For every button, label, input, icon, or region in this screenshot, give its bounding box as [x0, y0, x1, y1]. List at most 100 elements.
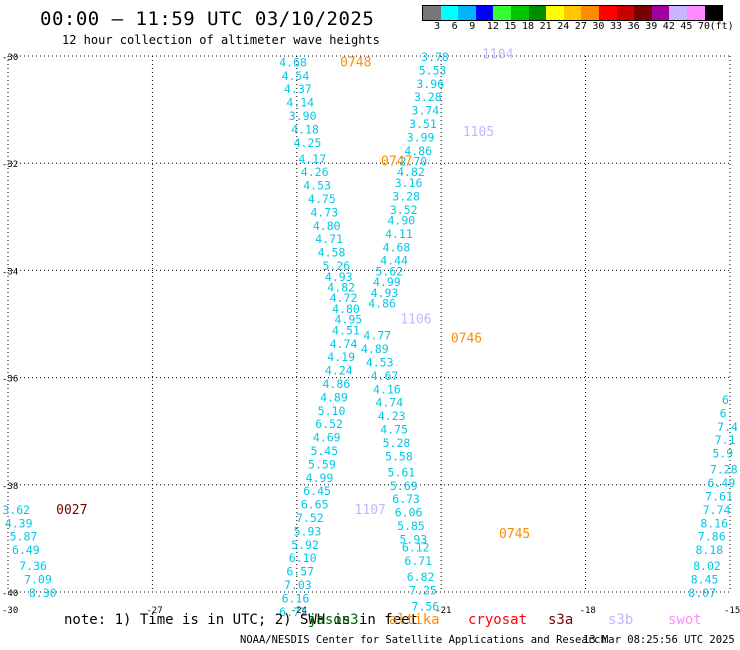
wave-height-value: 6.12 [402, 540, 430, 554]
satellite-legend-cryosat: cryosat [468, 612, 528, 628]
lat-tick-label: -38 [2, 482, 18, 492]
wave-height-value: 5.59 [308, 457, 336, 471]
satellite-legend-jason3: jason3 [308, 612, 359, 628]
wave-height-value: 3.16 [395, 176, 423, 190]
lat-tick-label: -36 [2, 375, 18, 385]
wave-height-value: 3.28 [392, 189, 420, 203]
wave-height-value: 8.45 [691, 573, 719, 587]
color-swatch [528, 6, 547, 20]
wave-height-value: 6.06 [395, 506, 423, 520]
lat-tick-label: -34 [2, 267, 18, 277]
color-legend [422, 5, 724, 21]
wave-height-value: 4.93 [325, 270, 353, 284]
wave-height-value: 4.86 [322, 377, 350, 391]
color-swatch [704, 6, 723, 20]
wave-height-value: 7.36 [19, 559, 47, 573]
wave-height-value: 2.70 [400, 155, 428, 169]
wave-height-value: 3.90 [289, 109, 317, 123]
wave-height-value: 6.72 [279, 605, 307, 619]
wave-height-value: 6.82 [407, 570, 435, 584]
pass-time-label: 0746 [451, 331, 482, 346]
wave-height-value: 4.51 [332, 323, 360, 337]
wave-height-value: 4.58 [318, 246, 346, 260]
wave-height-value: 4.11 [385, 227, 413, 241]
wave-height-value: 4.54 [282, 69, 310, 83]
wave-height-value: 5.28 [383, 436, 411, 450]
pass-time-label: 0745 [499, 527, 530, 542]
satellite-legend-altika: altika [389, 612, 440, 628]
wave-height-value: 4.82 [327, 280, 355, 294]
wave-height-value: 5.93 [294, 524, 322, 538]
wave-height-value: 4.18 [291, 122, 319, 136]
wave-height-value: 5.45 [310, 444, 338, 458]
wave-height-value: 4.16 [373, 382, 401, 396]
color-swatch [616, 6, 635, 20]
wave-height-value: 6.57 [286, 565, 314, 579]
wave-height-value: 3.74 [412, 104, 440, 118]
wave-height-value: 4.73 [310, 205, 338, 219]
color-swatch [563, 6, 582, 20]
wave-height-value: 5.53 [419, 63, 447, 77]
color-legend-label: 18 [522, 21, 535, 32]
color-swatch [546, 6, 564, 20]
wave-height-value: 4.26 [301, 165, 329, 179]
wave-height-value: 4.53 [366, 356, 394, 370]
pass-time-label: 1106 [400, 313, 431, 328]
color-legend-label: 36 [627, 21, 640, 32]
lon-tick-label: -24 [291, 606, 307, 616]
wave-height-value: 7.09 [24, 573, 52, 587]
wave-height-value: 7.86 [698, 530, 726, 544]
wave-height-value: 7.28 [710, 463, 738, 477]
wave-height-value: 7.61 [705, 490, 733, 504]
lat-tick-label: -40 [2, 589, 18, 599]
wave-height-value: 4.17 [298, 152, 326, 166]
color-legend-label: 45 [680, 21, 693, 32]
lat-tick-label: -32 [2, 160, 18, 170]
lon-tick-label: -27 [146, 606, 162, 616]
color-swatch [458, 6, 476, 20]
wave-height-value: 6.49 [12, 543, 40, 557]
color-swatch [510, 6, 529, 20]
satellite-legend-s3a: s3a [548, 612, 574, 628]
pass-time-label: 1105 [463, 125, 494, 140]
wave-height-value: 6 [722, 393, 729, 407]
color-legend-unit: (ft) [709, 21, 734, 32]
wave-height-value: 3.96 [416, 77, 444, 91]
wave-height-value: 3.78 [421, 50, 449, 64]
wave-height-value: 5.61 [387, 465, 415, 479]
wave-height-value: 4.95 [335, 313, 363, 327]
wave-height-value: 4.80 [332, 302, 360, 316]
wave-height-value: 5.85 [397, 519, 425, 533]
color-legend-label: 3 [434, 21, 441, 32]
wave-height-value: 8.07 [688, 586, 716, 600]
color-legend-label: 39 [645, 21, 658, 32]
wave-height-value: 6.49 [708, 476, 736, 490]
pass-time-label: 0747 [381, 155, 412, 170]
wave-height-value: 5.58 [385, 449, 413, 463]
color-legend-label: 27 [574, 21, 587, 32]
wave-height-value: 3.28 [414, 90, 442, 104]
color-swatch [581, 6, 599, 20]
wave-height-value: 4.86 [404, 144, 432, 158]
color-swatch [475, 6, 494, 20]
wave-height-value: 3.52 [390, 203, 418, 217]
wave-height-value: 8.18 [696, 543, 724, 557]
wave-height-value: 5.26 [322, 259, 350, 273]
wave-height-value: 5.87 [10, 530, 38, 544]
color-legend-label: 30 [592, 21, 605, 32]
wave-height-value: 3.99 [407, 130, 435, 144]
wave-height-value: 4.90 [387, 213, 415, 227]
wave-height-value: 6.73 [392, 492, 420, 506]
wave-height-value: 4.37 [284, 82, 312, 96]
satellite-legend-s3b: s3b [608, 612, 634, 628]
color-swatch [493, 6, 511, 20]
lat-tick-label: -30 [2, 53, 18, 63]
pass-time-label: 1104 [482, 47, 513, 62]
wave-height-value: 4.67 [371, 369, 399, 383]
color-legend-label: 21 [539, 21, 552, 32]
color-legend-label: 33 [610, 21, 623, 32]
wave-height-value: 4.39 [5, 516, 33, 530]
wave-height-value: 7.1 [715, 433, 736, 447]
wave-height-value: 6.45 [303, 484, 331, 498]
color-legend-label: 70 [698, 21, 711, 32]
